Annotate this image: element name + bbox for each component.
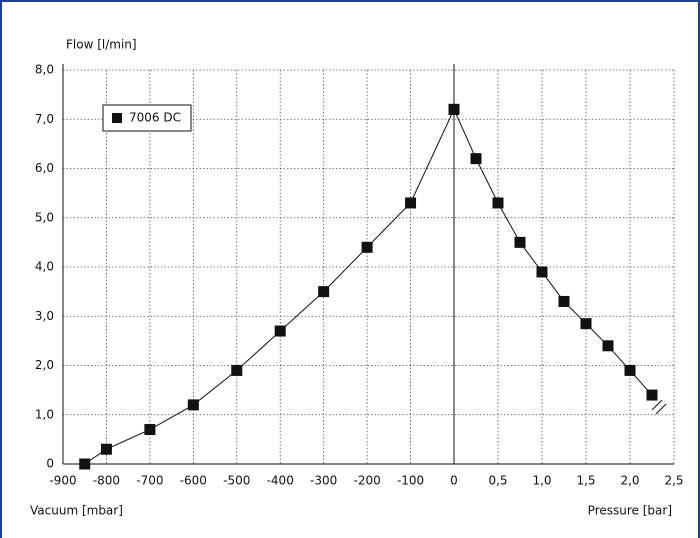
marker bbox=[448, 103, 460, 115]
x-tick-label: -800 bbox=[93, 474, 120, 488]
marker bbox=[558, 295, 570, 307]
marker bbox=[536, 266, 548, 278]
x-tick-label: -500 bbox=[223, 474, 250, 488]
y-axis-label: Flow [l/min] bbox=[66, 38, 137, 52]
x-tick-label: 0,5 bbox=[488, 474, 507, 488]
x-tick-label: 2,0 bbox=[620, 474, 639, 488]
marker bbox=[470, 153, 482, 165]
y-tick-label: 2,0 bbox=[35, 358, 54, 372]
y-tick-label: 6,0 bbox=[35, 161, 54, 175]
x-tick-label: -300 bbox=[310, 474, 337, 488]
x-tick-label: -200 bbox=[353, 474, 380, 488]
marker bbox=[318, 286, 330, 298]
x-tick-label: -700 bbox=[136, 474, 163, 488]
y-tick-label: 3,0 bbox=[35, 309, 54, 323]
series-line bbox=[453, 109, 653, 396]
marker bbox=[624, 364, 636, 376]
marker bbox=[646, 389, 658, 401]
x-tick-label: 1,5 bbox=[576, 474, 595, 488]
y-tick-label: 1,0 bbox=[35, 407, 54, 421]
x-tick-label: -400 bbox=[267, 474, 294, 488]
marker bbox=[580, 318, 592, 330]
marker bbox=[274, 325, 286, 337]
axis-break bbox=[651, 399, 667, 415]
marker bbox=[405, 197, 417, 209]
marker bbox=[492, 197, 504, 209]
marker bbox=[231, 364, 243, 376]
x-tick-label: -100 bbox=[397, 474, 424, 488]
marker bbox=[100, 443, 112, 455]
legend-marker bbox=[112, 113, 122, 123]
legend-label: 7006 DC bbox=[129, 111, 181, 125]
marker bbox=[514, 236, 526, 248]
marker bbox=[361, 241, 373, 253]
x-tick-label: 2,5 bbox=[664, 474, 683, 488]
series-line bbox=[84, 109, 455, 465]
marker bbox=[144, 424, 156, 436]
marker bbox=[79, 458, 91, 470]
marker bbox=[602, 340, 614, 352]
y-tick-label: 5,0 bbox=[35, 210, 54, 224]
x-tick-label: -600 bbox=[180, 474, 207, 488]
x-tick-label: 0 bbox=[450, 474, 458, 488]
y-tick-label: 8,0 bbox=[35, 63, 54, 77]
y-tick-label: 7,0 bbox=[35, 112, 54, 126]
marker bbox=[187, 399, 199, 411]
x-tick-label: -900 bbox=[49, 474, 76, 488]
y-tick-label: 4,0 bbox=[35, 260, 54, 274]
x-tick-label: 1,0 bbox=[532, 474, 551, 488]
x-axis-label-pressure: Pressure [bar] bbox=[588, 504, 672, 518]
y-tick-label: 0 bbox=[46, 457, 54, 471]
x-axis-label-vacuum: Vacuum [mbar] bbox=[30, 504, 123, 518]
